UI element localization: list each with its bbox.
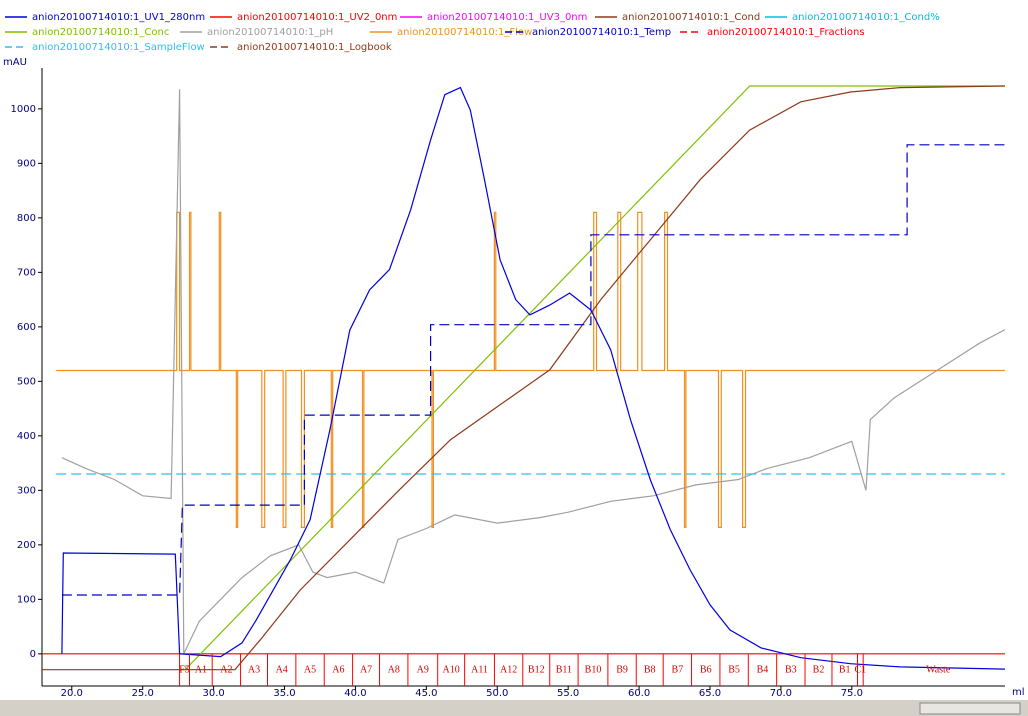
series-line — [61, 144, 1005, 596]
x-tick-label: 25.0 — [132, 688, 154, 699]
fraction-label: A9 — [417, 664, 429, 675]
fraction-label: A2 — [220, 664, 232, 675]
series-line — [61, 89, 1006, 655]
y-tick-label: 900 — [17, 158, 36, 169]
fraction-label: B7 — [672, 664, 684, 675]
fraction-label: B6 — [700, 664, 712, 675]
y-tick-label: 600 — [17, 322, 36, 333]
plot-area: F5 A1 A2 A3 A4 A5 A6 A7 A8 A9 A10 A11 A12 B12 B11 B10 B9… — [42, 85, 1006, 686]
x-tick-label: 45.0 — [415, 688, 437, 699]
fraction-label: B12 — [528, 664, 545, 675]
fraction-label: B11 — [556, 664, 572, 675]
y-tick-label: 400 — [17, 431, 36, 442]
x-tick-label: 35.0 — [273, 688, 295, 699]
legend: anion20100714010:1_UV1_280nm anion2010071… — [5, 12, 940, 53]
fraction-label: A4 — [276, 664, 288, 675]
legend-label: anion20100714010:1_UV3_0nm — [427, 12, 587, 23]
fraction-label: A6 — [332, 664, 344, 675]
x-tick-label: 30.0 — [202, 688, 224, 699]
legend-label: anion20100714010:1_Temp — [532, 27, 671, 38]
fraction-label: B4 — [757, 664, 769, 675]
x-axis-label: ml — [1012, 687, 1025, 698]
fraction-label: B10 — [585, 664, 602, 675]
x-tick-label: 70.0 — [770, 688, 792, 699]
fraction-label: A1 — [195, 664, 207, 675]
legend-label: anion20100714010:1_Fractions — [707, 27, 865, 38]
scrollbar-strip — [0, 700, 1028, 716]
y-tick-label: 100 — [17, 594, 36, 605]
y-tick-label: 0 — [30, 649, 36, 660]
fraction-label: A10 — [443, 664, 460, 675]
x-tick-label: 20.0 — [61, 688, 83, 699]
x-tick-label: 65.0 — [699, 688, 721, 699]
fraction-label: F5 — [179, 664, 190, 675]
fraction-label: B3 — [785, 664, 797, 675]
y-tick-label: 200 — [17, 540, 36, 551]
y-axis-label: mAU — [3, 57, 27, 68]
fraction-label: A3 — [248, 664, 260, 675]
fraction-label: B1 — [839, 664, 851, 675]
legend-label: anion20100714010:1_UV1_280nm — [32, 12, 205, 23]
legend-label: anion20100714010:1_Cond — [622, 12, 760, 23]
fraction-label: C1 — [855, 664, 867, 675]
fraction-label: B9 — [616, 664, 628, 675]
x-tick-label: 55.0 — [557, 688, 579, 699]
legend-label: anion20100714010:1_Conc — [32, 27, 169, 38]
fraction-label: B8 — [644, 664, 656, 675]
legend-label: anion20100714010:1_Flow — [397, 27, 532, 38]
fraction-label: A8 — [388, 664, 400, 675]
x-tick-label: 60.0 — [628, 688, 650, 699]
series-line — [184, 85, 1005, 671]
x-tick-label: 40.0 — [344, 688, 366, 699]
y-tick-label: 700 — [17, 267, 36, 278]
y-tick-label: 800 — [17, 213, 36, 224]
legend-label: anion20100714010:1_Cond% — [792, 12, 940, 23]
legend-label: anion20100714010:1_UV2_0nm — [237, 12, 397, 23]
legend-label: anion20100714010:1_SampleFlow — [32, 42, 205, 53]
fraction-label: B2 — [813, 664, 825, 675]
y-tick-label: 500 — [17, 376, 36, 387]
fraction-label: A7 — [360, 664, 372, 675]
series-line — [56, 211, 1005, 528]
x-tick-label: 75.0 — [841, 688, 863, 699]
scrollbar-buttons[interactable] — [919, 702, 1021, 715]
y-tick-label: 1000 — [11, 104, 36, 115]
series-line — [61, 86, 1006, 670]
fraction-label: B5 — [728, 664, 740, 675]
y-tick-label: 300 — [17, 485, 36, 496]
legend-label: anion20100714010:1_Logbook — [237, 42, 392, 53]
fraction-label: A5 — [304, 664, 316, 675]
fraction-label: Waste — [926, 664, 951, 675]
fraction-label: A11 — [471, 664, 488, 675]
fraction-label: A12 — [500, 664, 517, 675]
x-tick-label: 50.0 — [486, 688, 508, 699]
series-line — [42, 85, 1006, 671]
legend-label: anion20100714010:1_pH — [207, 27, 333, 38]
